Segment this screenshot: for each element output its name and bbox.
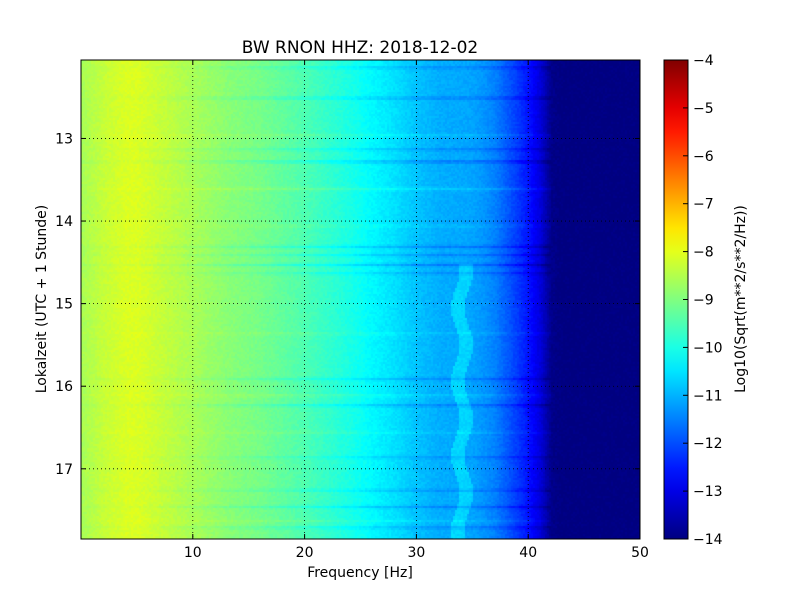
x-tick-label: 30 [407, 545, 425, 561]
x-axis-label: Frequency [Hz] [307, 565, 413, 581]
plot-frame [80, 59, 641, 540]
chart-title: BW RNON HHZ: 2018-12-02 [242, 38, 478, 58]
colorbar-tick-label: −11 [693, 388, 723, 404]
colorbar-tick-label: −13 [693, 484, 723, 500]
x-tick-label: 10 [184, 545, 202, 561]
heatmap-image [81, 60, 640, 539]
colorbar-tick-label: −9 [693, 293, 714, 309]
colorbar-tick-label: −8 [693, 245, 714, 261]
y-tick-label: 16 [55, 379, 73, 395]
y-axis: 13 14 15 16 17 [55, 131, 640, 478]
colorbar-tick-label: −6 [693, 149, 714, 165]
x-tick-label: 20 [296, 545, 314, 561]
colorbar-tick-label: −12 [693, 436, 723, 452]
y-axis-label: Lokalzeit (UTC + 1 Stunde) [34, 205, 50, 394]
y-tick-label: 13 [55, 131, 73, 147]
colorbar-tick-label: −5 [693, 101, 714, 117]
colorbar-tick-label: −4 [693, 53, 714, 69]
x-tick-label: 40 [519, 545, 537, 561]
colorbar-label: Log10(Sqrt(m**2/s**2/Hz)) [733, 205, 749, 393]
colorbar: −4 −5 −6 −7 −8 −9 −10 −11 −12 −13 −14 [663, 53, 723, 548]
spectrogram-heatmap [81, 60, 640, 539]
colorbar-tick-label: −10 [693, 340, 723, 356]
x-tick-label: 50 [631, 545, 649, 561]
y-tick-label: 14 [55, 214, 73, 230]
colorbar-tick-label: −14 [693, 532, 723, 548]
x-axis: 10 20 30 40 50 [184, 60, 649, 561]
y-tick-label: 15 [55, 297, 73, 313]
y-tick-label: 17 [55, 462, 73, 478]
colorbar-tick-label: −7 [693, 197, 714, 213]
